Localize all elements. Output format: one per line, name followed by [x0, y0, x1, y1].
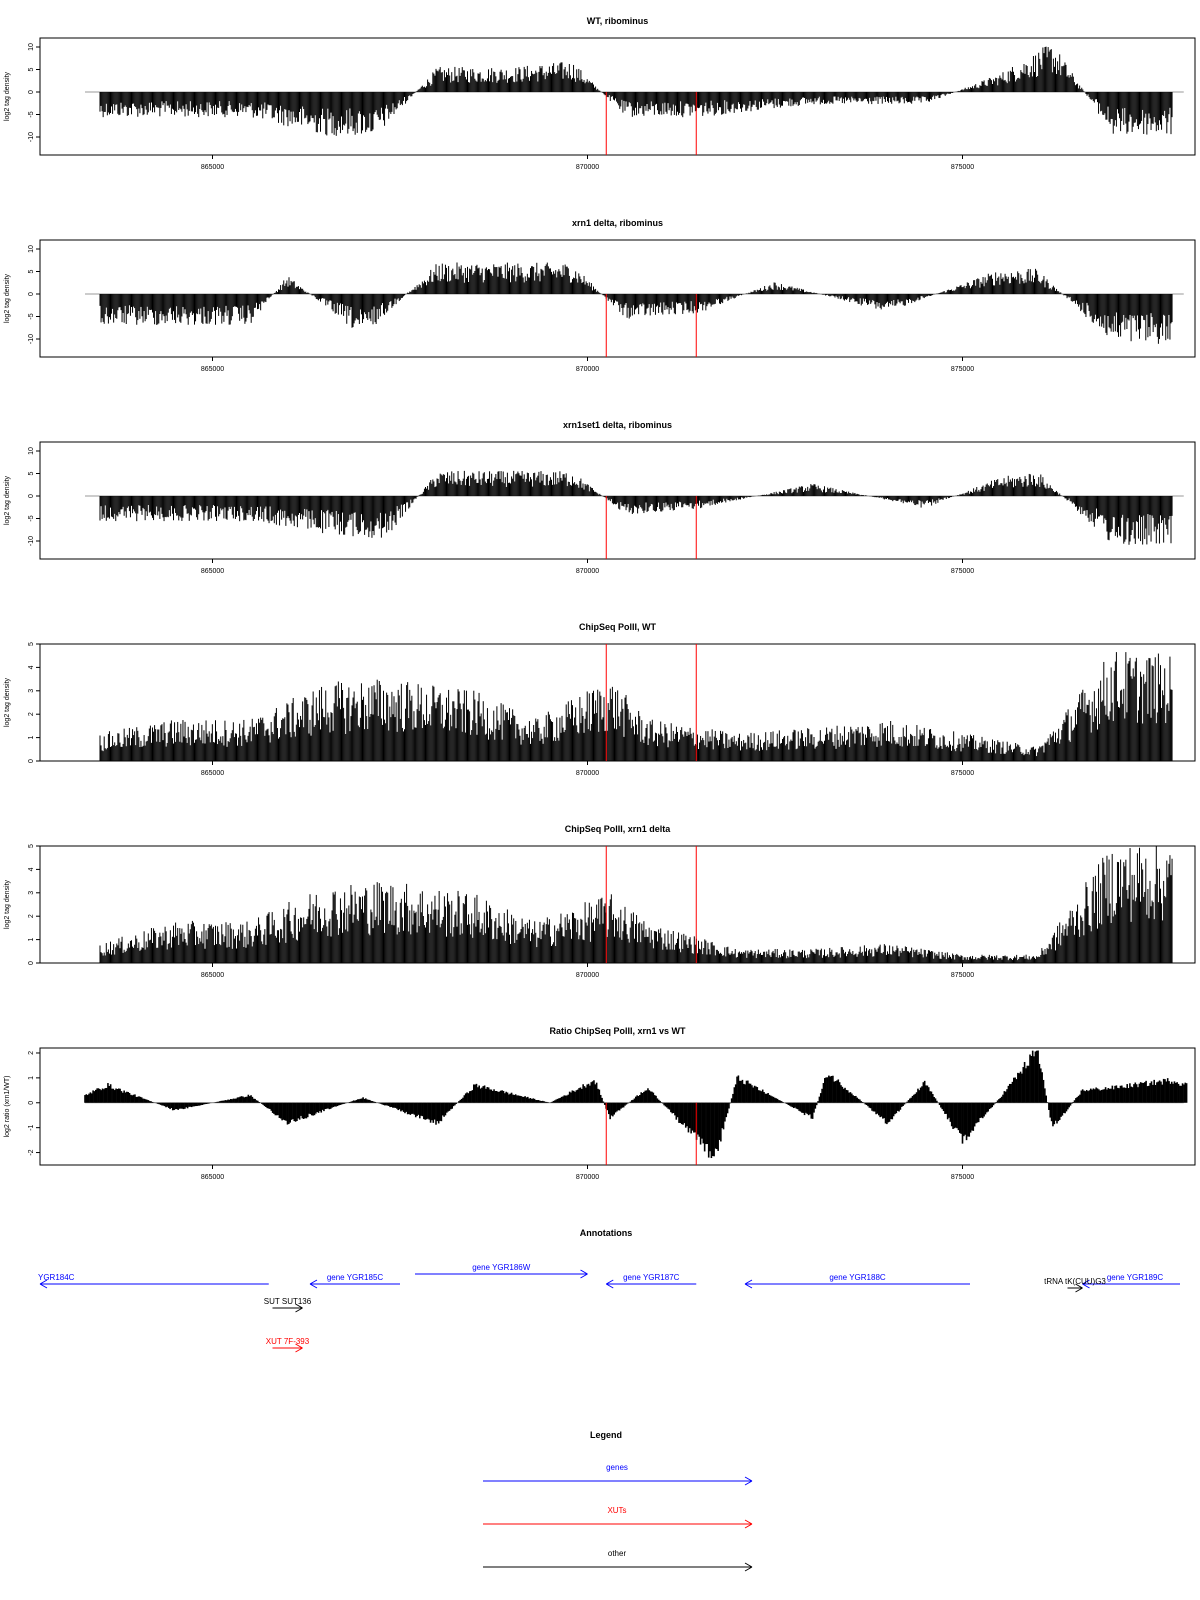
y-axis-label: log2 tag density: [4, 677, 11, 727]
track-title: ChipSeq PolII, WT: [579, 622, 656, 632]
y-tick-label: 1: [28, 938, 35, 942]
signal-series: [99, 846, 1173, 963]
x-tick-label: 870000: [576, 164, 599, 171]
y-tick-label: 2: [28, 914, 35, 918]
y-tick-label: 0: [28, 759, 35, 763]
signal-series: [99, 46, 1173, 136]
x-tick-label: 870000: [576, 770, 599, 777]
track-title: xrn1 delta, ribominus: [572, 218, 663, 228]
y-tick-label: 5: [28, 471, 35, 475]
y-tick-label: 5: [28, 642, 35, 646]
y-tick-label: -5: [28, 515, 35, 521]
x-tick-label: 875000: [951, 366, 974, 373]
x-tick-label: 865000: [201, 972, 224, 979]
y-tick-label: -5: [28, 111, 35, 117]
y-axis-label: log2 tag density: [4, 273, 11, 323]
y-tick-label: 4: [28, 867, 35, 871]
y-axis-label: log2 tag density: [4, 879, 11, 929]
x-tick-label: 875000: [951, 164, 974, 171]
x-tick-label: 870000: [576, 366, 599, 373]
y-tick-label: 1: [28, 736, 35, 740]
signal-series: [99, 470, 1173, 545]
y-axis-label: log2 tag density: [4, 71, 11, 121]
x-tick-label: 875000: [951, 972, 974, 979]
y-tick-label: 10: [28, 245, 35, 253]
y-tick-label: 5: [28, 67, 35, 71]
track-panel-2: xrn1 delta, ribominus 10 5 0 -5 -10 log2 tag d…: [4, 218, 1196, 373]
track-panel-3: xrn1set1 delta, ribominus 10 5 0 -5 -10 log2 t…: [4, 420, 1196, 575]
y-tick-label: 10: [28, 447, 35, 455]
x-tick-label: 865000: [201, 366, 224, 373]
signal-series: [99, 262, 1173, 344]
y-tick-label: -10: [28, 536, 35, 546]
y-tick-label: 0: [28, 90, 35, 94]
y-tick-label: 4: [28, 665, 35, 669]
x-tick-label: 870000: [576, 972, 599, 979]
x-tick-label: 875000: [951, 568, 974, 575]
track-title: xrn1set1 delta, ribominus: [563, 420, 672, 430]
plot-frame: [39, 37, 1196, 156]
y-tick-label: -10: [28, 132, 35, 142]
y-tick-label: 5: [28, 269, 35, 273]
y-tick-label: 2: [28, 712, 35, 716]
y-tick-label: 5: [28, 844, 35, 848]
y-tick-label: 0: [28, 292, 35, 296]
y-tick-label: -5: [28, 313, 35, 319]
x-tick-label: 865000: [201, 770, 224, 777]
track-panel-5: ChipSeq PolII, xrn1 delta 0 1 2 3 4 5 log2 tag …: [4, 824, 1196, 979]
y-tick-label: -10: [28, 334, 35, 344]
y-axis-label: log2 tag density: [4, 475, 11, 525]
track-panel-4: ChipSeq PolII, WT 0 1 2 3 4 5 log2 tag density 8…: [4, 622, 1196, 777]
y-tick-label: 3: [28, 689, 35, 693]
plot-frame: [39, 239, 1196, 358]
x-tick-label: 865000: [201, 568, 224, 575]
x-tick-label: 865000: [201, 164, 224, 171]
y-tick-label: 0: [28, 494, 35, 498]
y-tick-label: 3: [28, 891, 35, 895]
plot-frame: [39, 441, 1196, 560]
y-tick-label: 0: [28, 961, 35, 965]
x-tick-label: 875000: [951, 770, 974, 777]
x-tick-label: 870000: [576, 568, 599, 575]
track-title: ChipSeq PolII, xrn1 delta: [565, 824, 672, 834]
y-tick-label: 10: [28, 43, 35, 51]
track-title: WT, ribominus: [587, 16, 649, 26]
track-panel-1: WT, ribominus 10 5 0 -5 -10 log2 tag density 86…: [4, 16, 1196, 171]
signal-series: [99, 652, 1173, 761]
